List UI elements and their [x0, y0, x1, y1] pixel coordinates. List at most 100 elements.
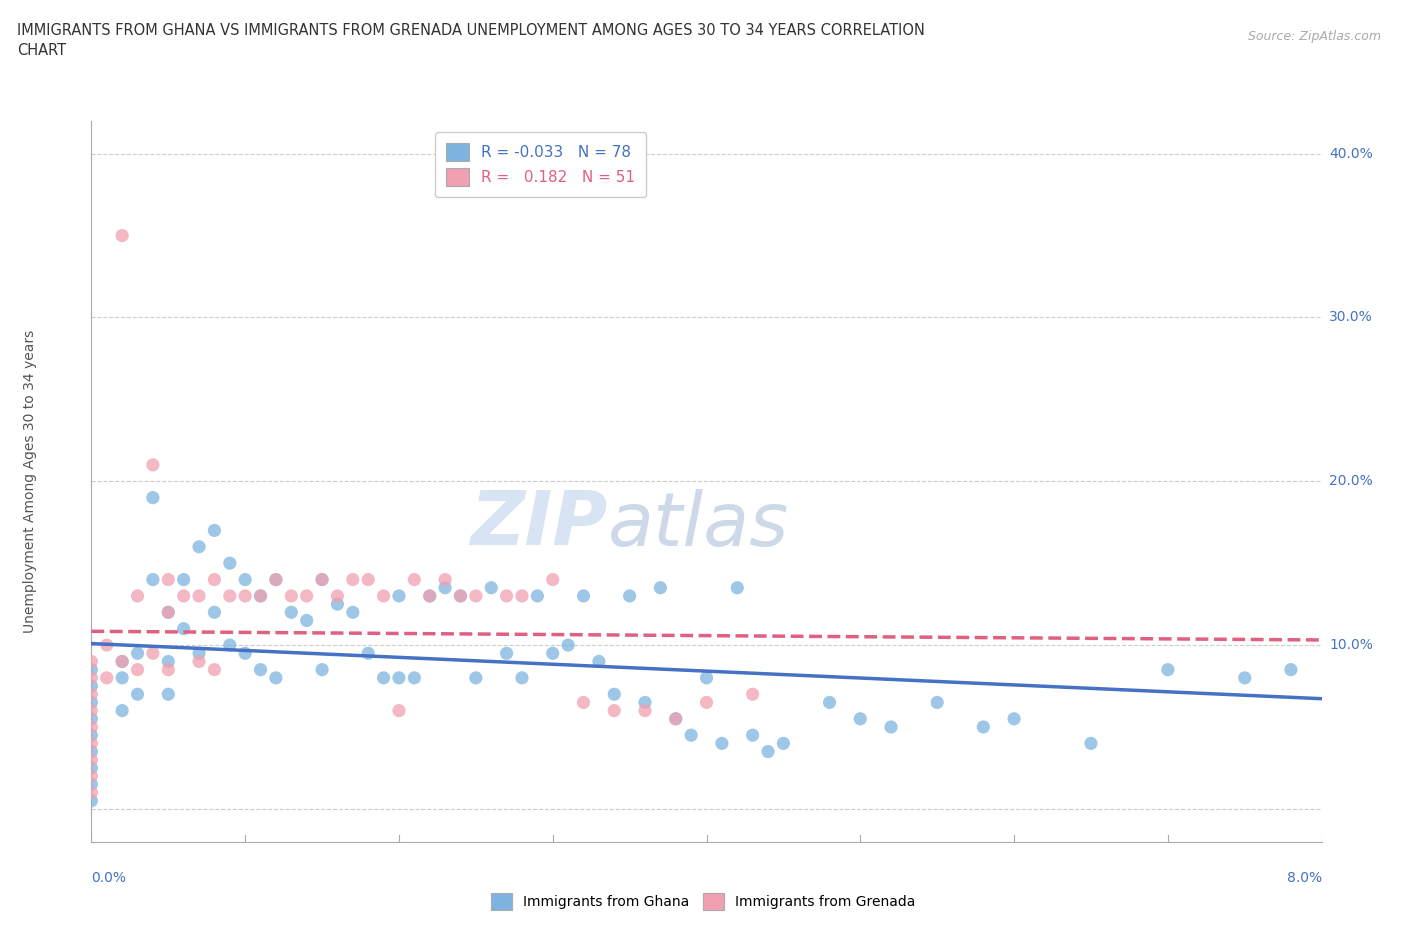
- Point: [80, 679, 103, 694]
- Point: [419, 589, 441, 604]
- Point: [449, 589, 471, 604]
- Point: [80, 752, 103, 767]
- Point: [541, 645, 564, 660]
- Point: [741, 686, 763, 701]
- Point: [111, 703, 134, 718]
- Point: [1080, 736, 1102, 751]
- Text: ZIP: ZIP: [471, 488, 607, 561]
- Point: [557, 638, 579, 653]
- Point: [725, 580, 748, 595]
- Point: [404, 572, 426, 587]
- Text: 30.0%: 30.0%: [1329, 311, 1374, 325]
- Point: [388, 589, 411, 604]
- Legend: Immigrants from Ghana, Immigrants from Grenada: Immigrants from Ghana, Immigrants from G…: [485, 887, 921, 916]
- Point: [233, 572, 256, 587]
- Point: [111, 671, 134, 685]
- Point: [434, 580, 457, 595]
- Point: [1157, 662, 1180, 677]
- Point: [665, 711, 688, 726]
- Point: [80, 769, 103, 784]
- Point: [357, 572, 380, 587]
- Point: [1233, 671, 1256, 685]
- Point: [157, 572, 180, 587]
- Point: [357, 645, 380, 660]
- Text: 20.0%: 20.0%: [1329, 474, 1374, 488]
- Text: 8.0%: 8.0%: [1286, 871, 1322, 885]
- Point: [588, 654, 610, 669]
- Point: [173, 572, 195, 587]
- Point: [80, 793, 103, 808]
- Point: [619, 589, 641, 604]
- Point: [264, 671, 287, 685]
- Point: [142, 458, 165, 472]
- Point: [111, 228, 134, 243]
- Point: [218, 556, 240, 571]
- Point: [449, 589, 471, 604]
- Point: [80, 744, 103, 759]
- Point: [80, 703, 103, 718]
- Point: [880, 720, 903, 735]
- Point: [173, 589, 195, 604]
- Point: [650, 580, 672, 595]
- Point: [264, 572, 287, 587]
- Point: [572, 695, 595, 710]
- Point: [818, 695, 841, 710]
- Point: [772, 736, 794, 751]
- Point: [142, 572, 165, 587]
- Point: [80, 671, 103, 685]
- Text: IMMIGRANTS FROM GHANA VS IMMIGRANTS FROM GRENADA UNEMPLOYMENT AMONG AGES 30 TO 3: IMMIGRANTS FROM GHANA VS IMMIGRANTS FROM…: [17, 23, 925, 58]
- Point: [634, 703, 657, 718]
- Point: [80, 785, 103, 800]
- Point: [634, 695, 657, 710]
- Point: [127, 662, 149, 677]
- Point: [419, 589, 441, 604]
- Point: [80, 711, 103, 726]
- Point: [202, 572, 225, 587]
- Point: [665, 711, 688, 726]
- Point: [479, 580, 502, 595]
- Point: [280, 604, 302, 619]
- Point: [464, 671, 486, 685]
- Point: [80, 686, 103, 701]
- Point: [295, 613, 318, 628]
- Text: 40.0%: 40.0%: [1329, 147, 1374, 161]
- Point: [111, 654, 134, 669]
- Point: [249, 589, 271, 604]
- Point: [434, 572, 457, 587]
- Point: [311, 572, 333, 587]
- Point: [157, 662, 180, 677]
- Point: [80, 654, 103, 669]
- Point: [157, 604, 180, 619]
- Point: [96, 671, 118, 685]
- Point: [710, 736, 733, 751]
- Point: [510, 671, 533, 685]
- Point: [681, 728, 703, 743]
- Text: atlas: atlas: [607, 488, 790, 561]
- Point: [249, 589, 271, 604]
- Point: [510, 589, 533, 604]
- Point: [80, 736, 103, 751]
- Point: [311, 572, 333, 587]
- Point: [572, 589, 595, 604]
- Point: [188, 645, 211, 660]
- Point: [927, 695, 949, 710]
- Point: [695, 671, 717, 685]
- Point: [695, 695, 717, 710]
- Point: [495, 645, 517, 660]
- Point: [188, 654, 211, 669]
- Point: [756, 744, 779, 759]
- Point: [127, 645, 149, 660]
- Point: [526, 589, 548, 604]
- Point: [464, 589, 486, 604]
- Point: [127, 589, 149, 604]
- Point: [96, 638, 118, 653]
- Point: [404, 671, 426, 685]
- Point: [233, 589, 256, 604]
- Point: [373, 589, 395, 604]
- Point: [157, 654, 180, 669]
- Point: [202, 662, 225, 677]
- Point: [202, 604, 225, 619]
- Point: [80, 777, 103, 791]
- Point: [326, 597, 349, 612]
- Text: 10.0%: 10.0%: [1329, 638, 1374, 652]
